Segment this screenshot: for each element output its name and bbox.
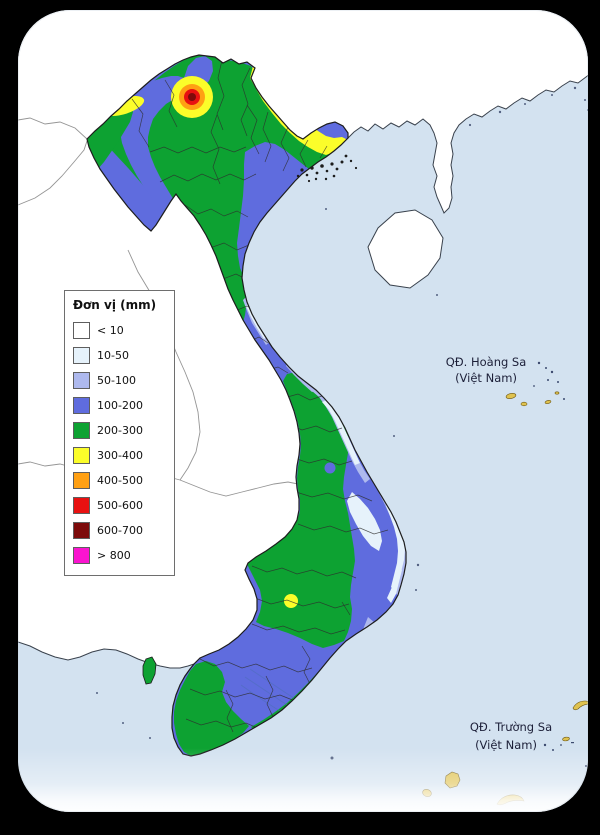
legend-row: 300-400	[73, 443, 169, 468]
hainan-island	[367, 209, 444, 289]
legend-row: 100-200	[73, 393, 169, 418]
legend-label: 300-400	[97, 449, 143, 462]
legend-row: 200-300	[73, 418, 169, 443]
legend-swatch	[73, 497, 90, 514]
legend-swatch	[73, 422, 90, 439]
rainfall-hotspot	[171, 76, 213, 118]
legend-swatch	[73, 372, 90, 389]
region-200-300-west-patch	[87, 99, 133, 170]
legend-row: 600-700	[73, 518, 169, 543]
region-200-300-camau	[174, 661, 249, 756]
province-borders	[131, 59, 389, 733]
gulf-coastline	[18, 641, 195, 669]
legend-label: < 10	[97, 324, 124, 337]
legend-row: > 800	[73, 543, 169, 568]
small-offshore-islands	[96, 86, 588, 760]
highlands-blue-spot	[324, 462, 336, 474]
legend-swatch	[73, 397, 90, 414]
legend-swatch	[73, 522, 90, 539]
map-panel-edge	[18, 10, 588, 812]
phu-quoc-island	[142, 656, 157, 685]
legend-rows: < 10 10-50 50-100 100-200 200-300 300-400 400-…	[73, 318, 169, 568]
truong-sa-label-line1: QĐ. Trường Sa	[470, 720, 552, 734]
south-yellow-spot	[284, 594, 298, 608]
legend-label: 600-700	[97, 524, 143, 537]
legend-swatch	[73, 322, 90, 339]
legend-swatch	[73, 347, 90, 364]
region-200-300-north	[95, 55, 341, 345]
legend-row: 50-100	[73, 368, 169, 393]
bottom-glow	[18, 748, 588, 812]
legend-swatch	[73, 472, 90, 489]
vietnam-border	[86, 54, 407, 757]
halong-bay-islands	[296, 154, 358, 183]
legend-swatch	[73, 447, 90, 464]
legend-row: 10-50	[73, 343, 169, 368]
china-coastline	[347, 73, 588, 214]
legend-label: 500-600	[97, 499, 143, 512]
region-200-300-highlands	[247, 372, 355, 648]
legend-row: 400-500	[73, 468, 169, 493]
legend-row: < 10	[73, 318, 169, 343]
legend-label: 400-500	[97, 474, 143, 487]
legend-row: 500-600	[73, 493, 169, 518]
legend-panel: Đơn vị (mm) < 10 10-50 50-100 100-200 200-30…	[64, 290, 175, 576]
legend-swatch	[73, 547, 90, 564]
paracel-islands	[505, 361, 565, 407]
region-100-200-delta	[237, 142, 313, 275]
legend-label: 50-100	[97, 374, 136, 387]
legend-label: 200-300	[97, 424, 143, 437]
legend-label: 10-50	[97, 349, 129, 362]
legend-title: Đơn vị (mm)	[73, 298, 157, 312]
legend-label: 100-200	[97, 399, 143, 412]
legend-label: > 800	[97, 549, 131, 562]
hoang-sa-label-line2: (Việt Nam)	[455, 371, 517, 385]
hoang-sa-label-line1: QĐ. Hoàng Sa	[446, 355, 527, 369]
